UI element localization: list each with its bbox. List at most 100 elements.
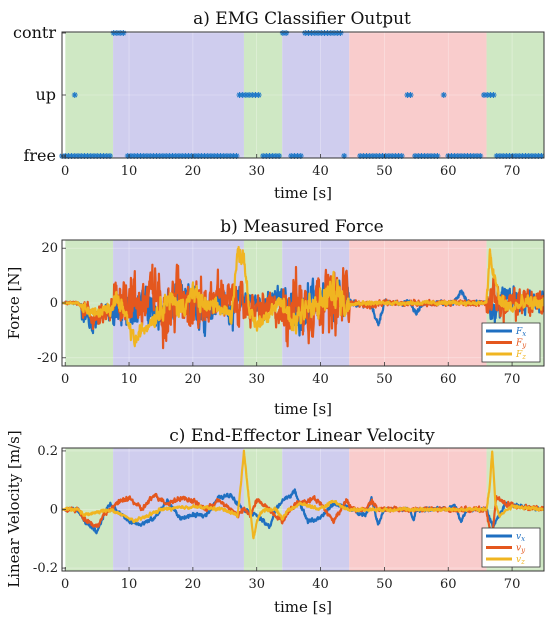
classifier-segment-up xyxy=(480,92,497,98)
xtick-label: 50 xyxy=(376,372,393,387)
classifier-marker xyxy=(334,30,341,36)
xtick-label: 30 xyxy=(248,577,265,592)
xtick-label: 30 xyxy=(248,164,265,179)
classifier-marker xyxy=(283,30,290,36)
classifier-marker xyxy=(311,30,318,36)
classifier-marker xyxy=(302,30,309,36)
classifier-marker xyxy=(94,153,101,159)
classifier-marker xyxy=(68,153,75,159)
classifier-marker xyxy=(512,153,519,159)
classifier-marker xyxy=(239,92,246,98)
classifier-marker xyxy=(538,153,545,159)
classifier-marker xyxy=(458,153,465,159)
classifier-segment-free xyxy=(412,153,441,159)
classifier-marker xyxy=(324,30,331,36)
classifier-marker xyxy=(163,153,170,159)
classifier-marker xyxy=(470,153,477,159)
classifier-marker xyxy=(461,153,468,159)
classifier-marker xyxy=(448,153,455,159)
classifier-marker xyxy=(376,153,383,159)
classifier-marker xyxy=(84,153,91,159)
classifier-marker xyxy=(236,92,243,98)
classifier-marker xyxy=(464,153,471,159)
classifier-marker xyxy=(204,153,211,159)
classifier-marker xyxy=(81,153,88,159)
classifier-marker xyxy=(415,153,422,159)
classifier-marker xyxy=(519,153,526,159)
classifier-marker xyxy=(134,153,141,159)
classifier-marker xyxy=(140,153,147,159)
legend-label: Fy xyxy=(515,339,527,350)
classifier-marker xyxy=(404,92,411,98)
classifier-marker xyxy=(288,153,295,159)
classifier-marker xyxy=(143,153,150,159)
classifier-marker xyxy=(337,30,344,36)
classifier-segment-up xyxy=(71,92,78,98)
classifier-marker xyxy=(398,153,405,159)
legend-label: vx xyxy=(516,532,525,543)
classifier-marker xyxy=(255,92,262,98)
ytick-label: -20 xyxy=(37,351,58,366)
classifier-marker xyxy=(366,153,373,159)
classifier-marker xyxy=(363,153,370,159)
shaded-region-1 xyxy=(113,32,244,158)
legend-label: vz xyxy=(516,555,525,566)
classifier-marker xyxy=(263,153,270,159)
xtick-label: 50 xyxy=(376,577,393,592)
classifier-segment-up xyxy=(440,92,447,98)
classifier-marker xyxy=(395,153,402,159)
classifier-marker xyxy=(357,153,364,159)
classifier-marker xyxy=(91,153,97,159)
classifier-marker xyxy=(150,153,157,159)
classifier-marker xyxy=(78,153,85,159)
shaded-region-4 xyxy=(349,32,487,158)
classifier-marker xyxy=(412,153,419,159)
classifier-marker xyxy=(315,30,322,36)
classifier-marker xyxy=(477,153,484,159)
category-label-contr: contr xyxy=(13,23,56,42)
classifier-marker xyxy=(369,153,376,159)
classifier-marker xyxy=(185,153,192,159)
classifier-marker xyxy=(191,153,198,159)
classifier-marker xyxy=(360,153,367,159)
classifier-marker xyxy=(131,153,138,159)
xtick-label: 70 xyxy=(504,372,521,387)
classifier-marker xyxy=(269,153,276,159)
classifier-marker xyxy=(211,153,218,159)
panel-b-measured-force: b) Measured Force 0 10 20 30 40 50 60 70 -20020… xyxy=(5,217,545,418)
xtick-label: 20 xyxy=(185,164,202,179)
classifier-marker xyxy=(252,92,259,98)
classifier-marker xyxy=(341,153,348,159)
classifier-marker xyxy=(389,153,396,159)
ytick-label: 20 xyxy=(41,241,58,256)
series-line-fz xyxy=(62,245,544,348)
classifier-marker xyxy=(198,153,205,159)
classifier-segment-free xyxy=(124,153,240,159)
classifier-segment-contr xyxy=(279,30,290,36)
classifier-marker xyxy=(120,30,127,36)
xtick-label: 70 xyxy=(504,164,521,179)
panel-b-xlabel: time [s] xyxy=(274,400,332,418)
classifier-marker xyxy=(480,92,487,98)
classifier-marker xyxy=(75,153,81,159)
classifier-segment-up xyxy=(236,92,262,98)
classifier-marker xyxy=(87,153,94,159)
classifier-marker xyxy=(525,153,532,159)
ytick-label: 0 xyxy=(50,503,58,518)
classifier-marker xyxy=(487,92,494,98)
classifier-marker xyxy=(418,153,425,159)
classifier-marker xyxy=(506,153,513,159)
legend-label: Fz xyxy=(515,350,526,361)
classifier-marker xyxy=(431,153,438,159)
classifier-marker xyxy=(230,153,237,159)
panel-a-emg-classifier: a) EMG Classifier Output 0 10 20 30 40 50 60 70… xyxy=(13,9,545,202)
classifier-marker xyxy=(385,153,392,159)
classifier-marker xyxy=(484,92,491,98)
classifier-marker xyxy=(103,153,110,159)
series-line-vz xyxy=(62,449,544,540)
classifier-marker xyxy=(379,153,386,159)
classifier-marker xyxy=(279,30,286,36)
classifier-marker xyxy=(159,153,166,159)
classifier-marker xyxy=(266,153,273,159)
panel-c-xlabel: time [s] xyxy=(274,598,332,616)
